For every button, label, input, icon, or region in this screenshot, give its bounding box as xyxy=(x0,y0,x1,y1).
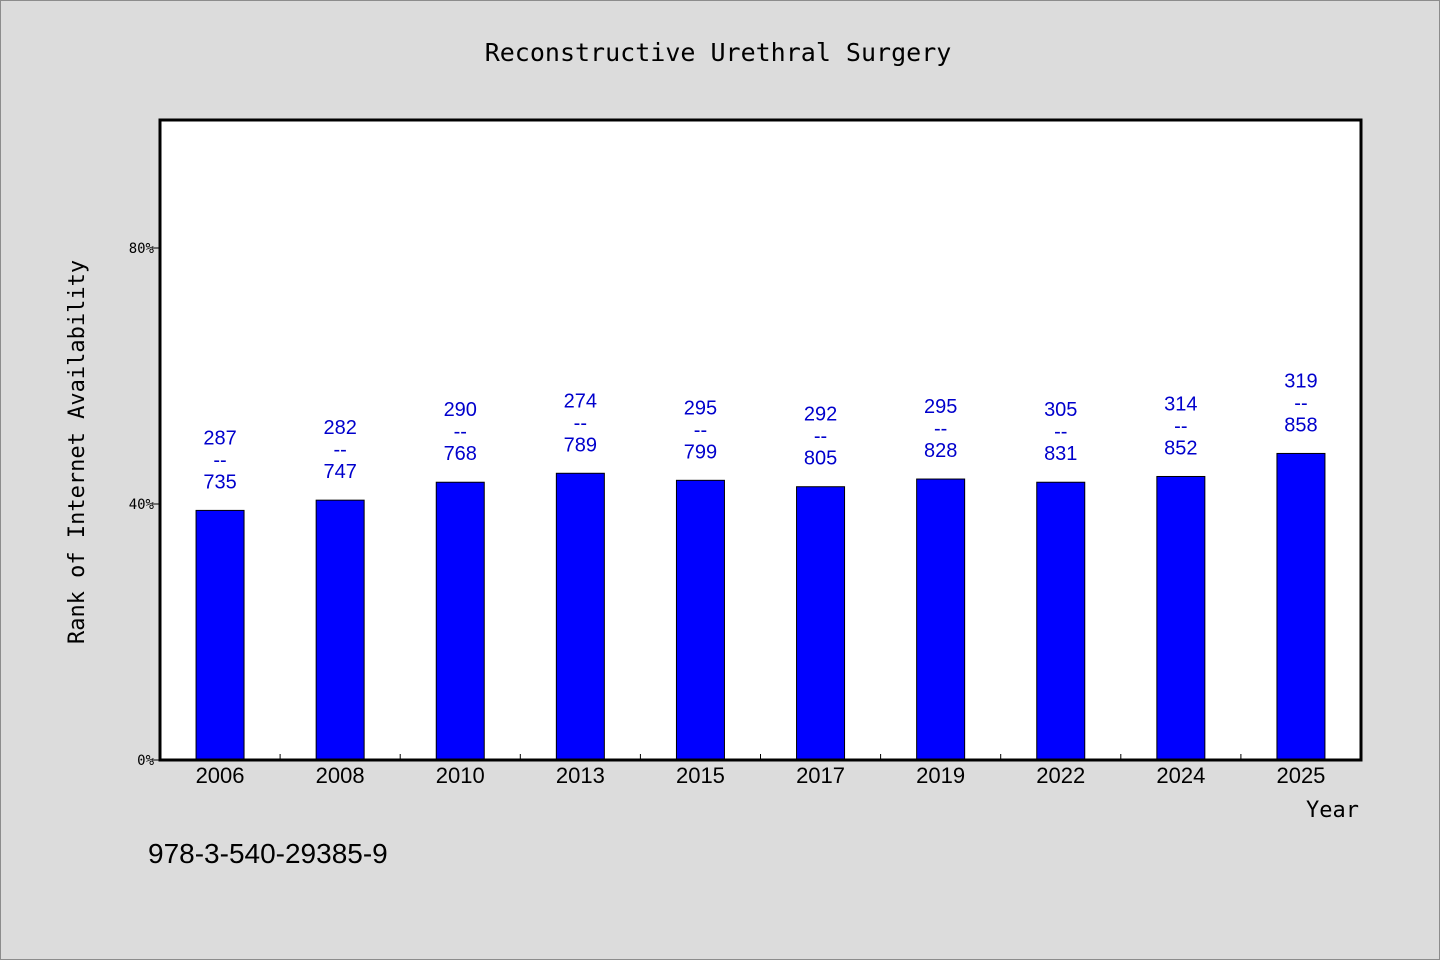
x-tick-label-2017: 2017 xyxy=(796,763,845,788)
x-tick-label-2006: 2006 xyxy=(196,763,245,788)
data-label-2017: 292 --805 xyxy=(804,404,837,470)
x-axis-ticks: 2006 2008 2010 2013 2015 2017 2019 2022 2024 2025 xyxy=(196,754,1325,788)
x-tick-label-2025: 2025 xyxy=(1276,763,1325,788)
data-label-2013: 274 --789 xyxy=(564,390,597,456)
x-tick-label-2022: 2022 xyxy=(1036,763,1085,788)
bar-2013 xyxy=(555,472,605,761)
data-label-2015: 295 --799 xyxy=(684,397,717,463)
y-axis-ticks: 0% 40% 80% xyxy=(129,241,160,769)
data-labels-group: 287 --735 282 --747 290 --768 274 --789 295 --799… xyxy=(203,370,1317,493)
data-label-2022: 305 --831 xyxy=(1044,399,1077,465)
x-tick-label-2013: 2013 xyxy=(556,763,605,788)
bars-group xyxy=(195,452,1326,761)
bar-2019 xyxy=(916,478,966,761)
data-label-2010: 290 --768 xyxy=(444,399,477,465)
data-label-2024: 314 --852 xyxy=(1164,393,1197,459)
bar-2006 xyxy=(195,509,245,761)
y-tick-label: 80% xyxy=(129,241,155,257)
x-tick-label-2010: 2010 xyxy=(436,763,485,788)
bar-2015 xyxy=(675,479,725,761)
data-label-2019: 295 --828 xyxy=(924,396,957,462)
data-label-2006: 287 --735 xyxy=(203,427,236,493)
x-tick-label-2015: 2015 xyxy=(676,763,725,788)
bar-2024 xyxy=(1156,475,1206,761)
bar-2008 xyxy=(315,499,365,761)
y-tick-label: 40% xyxy=(129,497,155,513)
x-tick-label-2008: 2008 xyxy=(316,763,365,788)
chart-title: Reconstructive Urethral Surgery xyxy=(485,38,952,67)
bar-2010 xyxy=(435,481,485,761)
bar-2022 xyxy=(1036,481,1086,761)
isbn-text: 978-3-540-29385-9 xyxy=(148,838,388,869)
x-axis-label: Year xyxy=(1306,798,1359,823)
bar-2025 xyxy=(1276,452,1326,761)
data-label-2008: 282 --747 xyxy=(323,417,356,483)
data-label-2025: 319 --858 xyxy=(1284,370,1317,436)
x-tick-label-2024: 2024 xyxy=(1156,763,1205,788)
y-tick-label: 0% xyxy=(137,753,154,769)
y-axis-label: Rank of Internet Availability xyxy=(65,260,90,644)
x-tick-label-2019: 2019 xyxy=(916,763,965,788)
bar-2017 xyxy=(796,486,846,761)
